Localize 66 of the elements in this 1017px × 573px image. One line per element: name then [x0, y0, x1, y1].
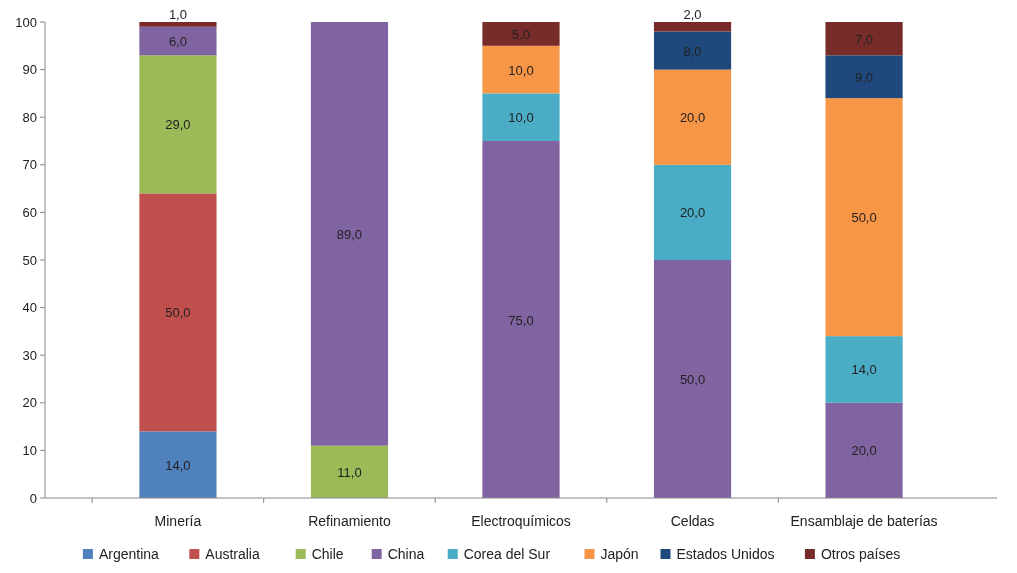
legend-label: Argentina	[98, 546, 160, 562]
y-tick-label: 100	[15, 14, 37, 30]
legend-label: China	[387, 546, 425, 562]
data-label: 14,0	[165, 457, 191, 473]
legend-label: Corea del Sur	[463, 546, 551, 562]
data-label: 11,0	[337, 464, 362, 480]
bar	[482, 22, 560, 46]
y-tick-label: 80	[22, 109, 37, 125]
data-label: 50,0	[851, 210, 877, 226]
y-tick-label: 70	[22, 157, 37, 173]
data-label: 20,0	[679, 205, 706, 221]
data-label: 5,0	[511, 26, 531, 42]
bar	[825, 98, 903, 337]
legend-label: Chile	[311, 546, 344, 562]
data-label: 10,0	[508, 62, 534, 78]
data-label: 75,0	[508, 312, 534, 328]
data-label: 14,0	[851, 362, 877, 378]
bar	[482, 93, 560, 141]
bar	[310, 22, 389, 446]
bar	[653, 31, 732, 70]
bar	[139, 55, 217, 194]
data-label: 50,0	[679, 372, 706, 387]
legend-label: Australia	[205, 546, 260, 562]
data-label: 20,0	[679, 110, 706, 126]
data-label: 89,0	[336, 226, 363, 242]
legend-label: Estados Unidos	[676, 546, 775, 562]
data-label: 7,0	[855, 31, 874, 47]
bar	[653, 164, 732, 260]
bar	[825, 336, 903, 403]
y-tick-label: 30	[22, 347, 37, 363]
y-tick-label: 20	[22, 395, 37, 411]
legend-label: Japón	[600, 546, 639, 562]
legend-label: Otros países	[820, 546, 901, 562]
y-tick-label: 60	[22, 204, 37, 220]
data-label: 20,0	[851, 443, 877, 459]
bar	[653, 69, 732, 165]
data-label: 29,0	[165, 117, 191, 133]
bar	[139, 26, 217, 56]
data-label: 50,0	[165, 305, 191, 321]
x-tick-label: Minería	[154, 513, 202, 529]
data-label: 10,0	[508, 110, 534, 126]
bar	[825, 402, 903, 498]
data-label: 8,0	[683, 43, 702, 59]
y-tick-label: 10	[22, 442, 37, 458]
bar	[825, 22, 903, 56]
bar	[139, 22, 217, 27]
bar	[653, 22, 732, 32]
bar	[139, 193, 217, 432]
x-tick-label: Refinamiento	[308, 513, 391, 529]
bar	[482, 45, 560, 94]
data-label: 6,0	[168, 34, 187, 50]
bar	[482, 141, 560, 498]
bar	[653, 260, 732, 498]
y-tick-label: 90	[22, 62, 37, 78]
data-label: 2,0	[683, 7, 702, 22]
y-tick-label: 50	[22, 252, 37, 268]
data-label: 1,0	[168, 7, 187, 22]
data-label: 9,0	[855, 69, 874, 85]
bar	[825, 55, 903, 99]
x-tick-label: Electroquímicos	[471, 513, 571, 529]
x-tick-label: Ensamblaje de baterías	[790, 513, 938, 529]
x-tick-label: Celdas	[670, 513, 715, 529]
y-tick-label: 0	[29, 490, 37, 506]
bar	[139, 431, 217, 498]
bar	[310, 445, 389, 498]
y-tick-label: 40	[22, 300, 37, 316]
